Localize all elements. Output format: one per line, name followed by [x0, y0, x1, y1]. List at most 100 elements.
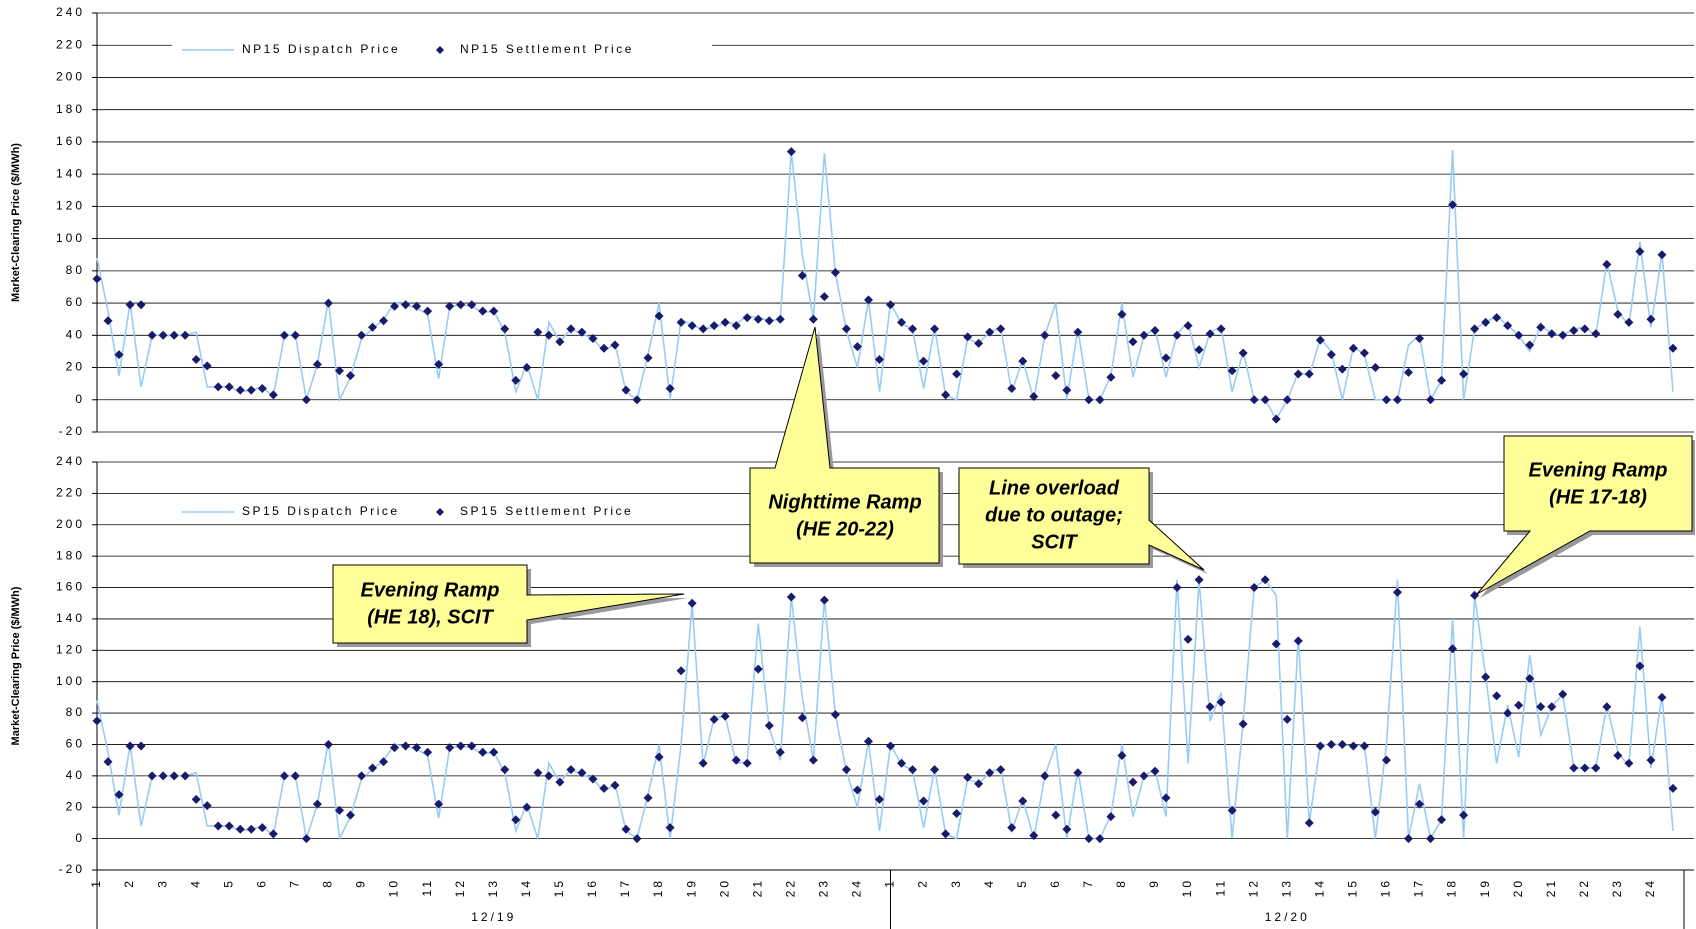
x-tick-label: 3 — [949, 878, 963, 888]
settlement-point — [334, 366, 344, 376]
settlement-point — [599, 783, 609, 793]
settlement-point — [555, 337, 565, 347]
plots: -20020406080100120140160180200220240Mark… — [10, 5, 1694, 929]
settlement-point — [379, 757, 389, 767]
settlement-point — [797, 713, 807, 723]
settlement-point — [1514, 700, 1524, 710]
settlement-point — [1591, 329, 1601, 339]
y-tick-label: 100 — [56, 674, 85, 688]
x-tick-label: 5 — [1015, 878, 1029, 888]
settlement-point — [125, 300, 135, 310]
settlement-point — [897, 317, 907, 327]
y-tick-label: 220 — [56, 37, 85, 51]
x-tick-label: 22 — [783, 878, 797, 897]
settlement-point — [1602, 259, 1612, 269]
settlement-point — [1558, 330, 1568, 340]
settlement-point — [1481, 672, 1491, 682]
settlement-point — [808, 755, 818, 765]
settlement-point — [819, 595, 829, 605]
settlement-point — [1161, 793, 1171, 803]
settlement-point — [588, 774, 598, 784]
settlement-point — [1161, 353, 1171, 363]
y-tick-label: 20 — [66, 360, 85, 374]
settlement-point — [1492, 313, 1502, 323]
callout — [958, 467, 1205, 571]
settlement-point — [1139, 771, 1149, 781]
settlement-point — [401, 300, 411, 310]
x-tick-label: 7 — [1081, 878, 1095, 888]
settlement-point — [533, 327, 543, 337]
settlement-point — [334, 805, 344, 815]
settlement-point — [1205, 702, 1215, 712]
settlement-point — [191, 354, 201, 364]
settlement-point — [1514, 330, 1524, 340]
settlement-point — [610, 780, 620, 790]
x-tick-label: 7 — [288, 878, 302, 888]
x-tick-label: 4 — [188, 878, 202, 888]
settlement-point — [158, 330, 168, 340]
x-tick-label: 14 — [519, 878, 533, 897]
settlement-point — [489, 747, 499, 757]
settlement-point — [1249, 395, 1259, 405]
legend-label: NP15 Dispatch Price — [242, 42, 400, 56]
settlement-point — [908, 324, 918, 334]
settlement-point — [1051, 810, 1061, 820]
x-tick-label: 19 — [684, 878, 698, 897]
x-tick-label: 15 — [1346, 878, 1360, 897]
settlement-point — [1216, 697, 1226, 707]
settlement-point — [963, 332, 973, 342]
settlement-point — [345, 810, 355, 820]
x-tick-label: 18 — [1445, 878, 1459, 897]
settlement-point — [1525, 674, 1535, 684]
settlement-point — [357, 771, 366, 781]
settlement-point — [1293, 369, 1303, 379]
y-tick-label: 80 — [66, 705, 85, 719]
settlement-point — [996, 765, 1006, 775]
settlement-point — [1271, 639, 1281, 649]
settlement-point — [1271, 414, 1281, 424]
callout-text: Nighttime Ramp — [768, 491, 921, 513]
settlement-point — [1481, 317, 1491, 327]
y-tick-label: 200 — [56, 517, 85, 531]
settlement-point — [1260, 395, 1270, 405]
group-label: 12/19 — [471, 910, 516, 924]
settlement-point — [434, 359, 444, 369]
settlement-point — [643, 793, 653, 803]
settlement-point — [1040, 330, 1050, 340]
settlement-point — [445, 743, 455, 753]
settlement-point — [312, 799, 322, 809]
y-tick-label: 100 — [56, 231, 85, 245]
settlement-point — [1238, 348, 1248, 358]
settlement-point — [246, 385, 256, 395]
settlement-point — [1227, 366, 1237, 376]
y-tick-label: 200 — [56, 70, 85, 84]
settlement-point — [764, 316, 774, 326]
settlement-point — [478, 306, 488, 316]
settlement-point — [731, 321, 741, 331]
settlement-point — [1459, 369, 1469, 379]
settlement-point — [1018, 796, 1028, 806]
settlement-point — [886, 741, 895, 751]
settlement-point — [522, 802, 532, 812]
callout — [749, 326, 940, 564]
x-tick-label: 8 — [1114, 878, 1128, 888]
settlement-point — [753, 664, 763, 674]
y-tick-label: 240 — [56, 5, 85, 19]
settlement-point — [1040, 771, 1050, 781]
settlement-point — [1591, 763, 1601, 773]
settlement-point — [544, 330, 554, 340]
settlement-point — [312, 359, 322, 369]
x-tick-label: 16 — [585, 878, 599, 897]
settlement-point — [819, 292, 829, 302]
y-tick-label: 160 — [56, 580, 85, 594]
settlement-point — [632, 834, 642, 844]
legend-marker — [436, 508, 444, 516]
settlement-point — [522, 363, 532, 373]
settlement-point — [621, 385, 631, 395]
settlement-point — [1536, 322, 1546, 332]
callout-text: (HE 17-18) — [1549, 486, 1647, 508]
y-tick-label: 180 — [56, 548, 85, 562]
y-tick-label: 20 — [66, 799, 85, 813]
settlement-point — [357, 330, 366, 340]
